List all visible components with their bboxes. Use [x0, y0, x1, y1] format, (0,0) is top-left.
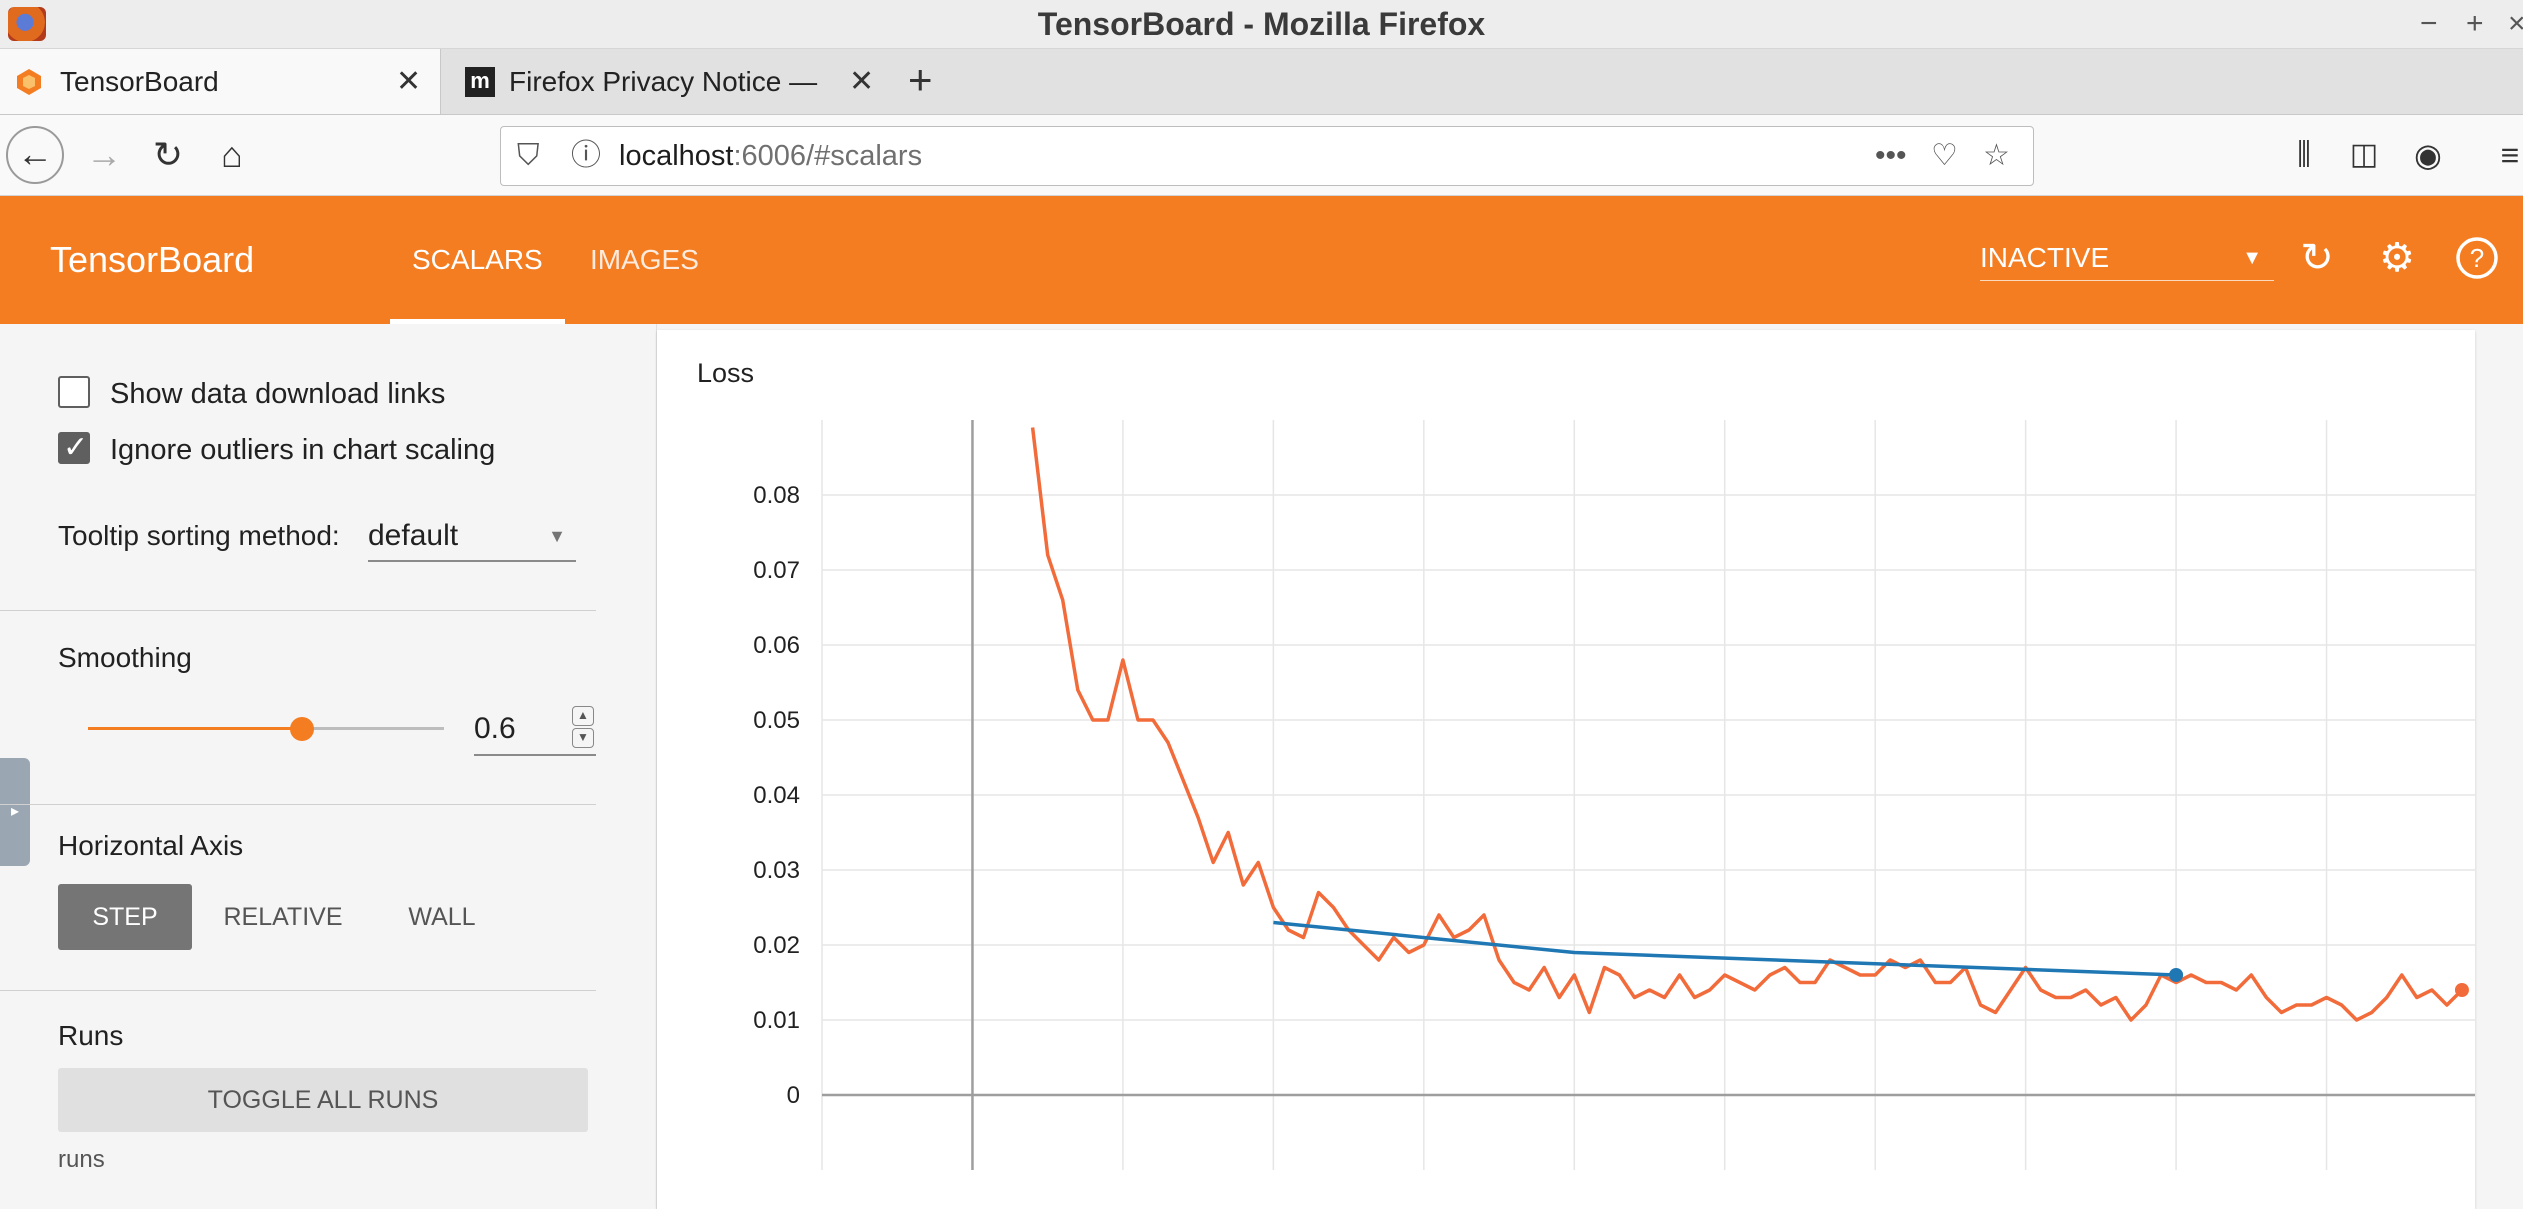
smoothing-slider-knob[interactable]: [289, 717, 314, 741]
divider: [0, 990, 596, 991]
help-icon[interactable]: ?: [2452, 230, 2502, 286]
show-download-links-label: Show data download links: [110, 378, 446, 410]
chart-card: Loss 0.08 0.07 0.06 0.05 0.04 0.03 0.02 0.01 0: [657, 330, 2475, 1209]
chart-title: Loss: [697, 358, 755, 388]
reload-icon[interactable]: ↻: [2300, 236, 2334, 280]
tab-images[interactable]: IMAGES: [590, 244, 699, 275]
runs-label: Runs: [58, 1020, 124, 1051]
forward-button[interactable]: →: [86, 134, 122, 175]
tab-label: Firefox Privacy Notice —: [509, 66, 818, 97]
tab-label: TensorBoard: [60, 66, 219, 97]
sidebar-collapse-handle[interactable]: ▸: [0, 758, 30, 866]
window-titlebar: TensorBoard - Mozilla Firefox − + ×: [0, 0, 2523, 49]
chevron-down-icon: ▼: [548, 526, 566, 546]
chevron-down-icon: ▼: [2242, 247, 2262, 269]
y-tick-label: 0.08: [753, 482, 800, 509]
navigation-toolbar: ← → ↻ ⌂ ⛉ ⓘ localhost:6006/#scalars ••• …: [0, 115, 2523, 196]
sidebar-toggle-icon[interactable]: ◫: [2349, 138, 2379, 171]
site-info-icon[interactable]: ⓘ: [571, 139, 601, 172]
gear-icon[interactable]: ⚙: [2379, 236, 2415, 280]
smoothing-slider[interactable]: [88, 717, 444, 741]
ignore-outliers-label: Ignore outliers in chart scaling: [110, 434, 496, 466]
scalars-main-panel: Loss 0.08 0.07 0.06 0.05 0.04 0.03 0.02 0.01 0: [657, 324, 2523, 1209]
loss-series-endpoint: [2454, 983, 2469, 997]
y-tick-label: 0.04: [753, 782, 800, 809]
smoothing-value-input[interactable]: 0.6 ▲ ▼: [474, 704, 596, 756]
y-tick-label: 0.05: [753, 707, 800, 734]
run-status-dropdown[interactable]: INACTIVE ▼: [1980, 236, 2274, 281]
tooltip-sorting-dropdown[interactable]: default ▼: [368, 514, 576, 562]
tab-firefox-privacy-notice[interactable]: m Firefox Privacy Notice — ✕: [441, 49, 881, 114]
url-text[interactable]: localhost:6006/#scalars: [619, 140, 923, 172]
library-icon[interactable]: ⫼: [2297, 138, 2311, 171]
browser-tab-bar: TensorBoard ✕ m Firefox Privacy Notice —…: [0, 49, 2523, 115]
run-status-value: INACTIVE: [1980, 242, 2110, 273]
toggle-all-runs-button[interactable]: TOGGLE ALL RUNS: [58, 1068, 588, 1132]
y-tick-label: 0.01: [753, 1007, 800, 1034]
ignore-outliers-checkbox[interactable]: [58, 426, 90, 470]
minimize-button[interactable]: −: [2420, 7, 2438, 40]
new-tab-button[interactable]: +: [908, 56, 933, 103]
reload-button[interactable]: ↻: [152, 134, 184, 175]
close-tab-icon[interactable]: ✕: [849, 65, 875, 98]
settings-sidebar: ▸ Show data download links Ignore outlie…: [0, 324, 657, 1209]
pocket-icon[interactable]: ♡: [1931, 139, 1958, 172]
y-tick-label: 0.07: [753, 557, 800, 584]
bookmark-star-icon[interactable]: ☆: [1983, 139, 2010, 172]
second-run-series-line: [1273, 920, 2177, 977]
axis-wall-button[interactable]: WALL: [408, 903, 476, 931]
account-icon[interactable]: ◉: [2414, 137, 2442, 173]
tensorboard-favicon-icon: [17, 69, 41, 95]
y-tick-label: 0.03: [753, 857, 800, 884]
page-actions-icon[interactable]: •••: [1875, 139, 1907, 172]
y-tick-label: 0.06: [753, 632, 800, 659]
window-title: TensorBoard - Mozilla Firefox: [1037, 6, 1486, 42]
address-bar[interactable]: ⛉ ⓘ localhost:6006/#scalars ••• ♡ ☆: [500, 126, 2034, 186]
horizontal-axis-label: Horizontal Axis: [58, 830, 244, 861]
tensorboard-logo-text: TensorBoard: [50, 239, 255, 280]
tab-scalars[interactable]: SCALARS: [390, 196, 565, 324]
increment-icon[interactable]: ▲: [572, 706, 594, 726]
loss-chart[interactable]: 0.08 0.07 0.06 0.05 0.04 0.03 0.02 0.01 0: [657, 330, 2475, 1209]
axis-step-button[interactable]: STEP: [58, 884, 192, 950]
tooltip-sorting-label: Tooltip sorting method:: [58, 520, 340, 551]
smoothing-label: Smoothing: [58, 642, 192, 673]
menu-icon[interactable]: ≡: [2500, 137, 2520, 173]
tab-tensorboard[interactable]: TensorBoard ✕: [0, 49, 441, 114]
maximize-button[interactable]: +: [2466, 7, 2484, 40]
y-tick-label: 0: [787, 1082, 800, 1109]
mozilla-favicon-icon: m: [465, 67, 495, 97]
runs-caption: runs: [58, 1146, 105, 1173]
divider: [0, 610, 596, 611]
smoothing-slider-fill: [88, 727, 302, 730]
second-run-endpoint: [2169, 968, 2184, 982]
y-tick-label: 0.02: [753, 932, 800, 959]
shield-icon[interactable]: ⛉: [517, 139, 540, 172]
loss-series-line: [1030, 427, 2464, 1022]
smoothing-value: 0.6: [474, 712, 516, 745]
tensorboard-header: TensorBoard SCALARS IMAGES INACTIVE ▼ ↻ …: [0, 196, 2523, 324]
back-button[interactable]: ←: [6, 126, 64, 184]
firefox-icon: [8, 7, 46, 41]
home-button[interactable]: ⌂: [221, 134, 243, 175]
close-window-button[interactable]: ×: [2508, 7, 2523, 40]
tooltip-sorting-value: default: [368, 519, 459, 552]
show-download-links-checkbox[interactable]: [58, 376, 90, 408]
decrement-icon[interactable]: ▼: [572, 728, 594, 748]
axis-relative-button[interactable]: RELATIVE: [223, 903, 343, 931]
svg-text:?: ?: [2470, 243, 2484, 273]
divider: [0, 804, 596, 805]
close-tab-icon[interactable]: ✕: [396, 65, 422, 98]
